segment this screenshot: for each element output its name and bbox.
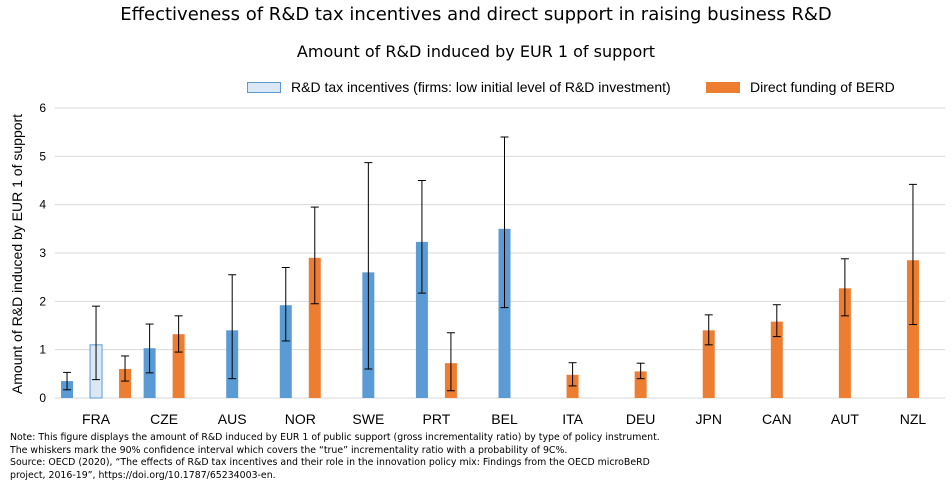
bar-tax-incentive-nor — [279, 305, 292, 398]
x-tick-label-swe: SWE — [352, 411, 384, 427]
bar-direct-funding-jpn — [702, 330, 715, 398]
y-axis-label: Amount of R&D induced by EUR 1 of suppor… — [9, 114, 25, 394]
chart-title: Effectiveness of R&D tax incentives and … — [120, 4, 832, 25]
bar-direct-funding-fra — [119, 369, 132, 398]
x-tick-label-fra: FRA — [82, 411, 111, 427]
x-tick-label-prt: PRT — [423, 411, 451, 427]
y-tick-label: 4 — [39, 198, 46, 212]
x-tick-label-aut: AUT — [831, 411, 859, 427]
legend-swatch-direct-funding — [706, 81, 740, 93]
bar-tax-incentive-bel — [498, 228, 511, 398]
error-bars — [63, 136, 917, 392]
legend-label-tax-incentives: R&D tax incentives (firms: low initial l… — [291, 79, 671, 95]
x-tick-label-nzl: NZL — [900, 411, 927, 427]
bars — [61, 228, 919, 399]
note-line: Source: OECD (2020), “The effects of R&D… — [10, 457, 650, 468]
y-tick-label: 6 — [39, 101, 46, 115]
x-tick-label-ita: ITA — [562, 411, 583, 427]
note-line: The whiskers mark the 90% confidence int… — [10, 444, 568, 456]
bar-direct-funding-nzl — [906, 260, 919, 398]
legend-item-tax-incentives: R&D tax incentives (firms: low initial l… — [247, 79, 671, 95]
note-line: Note: This figure displays the amount of… — [10, 432, 660, 443]
figure-notes: Note: This figure displays the amount of… — [10, 432, 660, 482]
x-tick-label-nor: NOR — [285, 411, 316, 427]
bar-direct-funding-cze — [172, 334, 185, 398]
bar-direct-funding-nor — [308, 257, 321, 398]
legend-item-direct-funding: Direct funding of BERD — [706, 79, 895, 95]
y-tick-label: 1 — [39, 343, 46, 357]
y-tick-label: 5 — [39, 149, 46, 163]
bar-direct-funding-can — [770, 321, 783, 398]
x-tick-label-cze: CZE — [150, 411, 178, 427]
legend-swatch-tax-incentives — [247, 81, 281, 93]
y-tick-label: 3 — [39, 246, 46, 260]
chart-plot: 0 1 2 3 4 5 6 FRA CZE AUS NOR SWE PRT BEL ITA DEU JPN CA… — [9, 101, 945, 427]
y-tick-label: 0 — [39, 391, 46, 405]
bar-direct-funding-deu — [634, 371, 647, 398]
x-tick-label-jpn: JPN — [696, 411, 722, 427]
bar-tax-incentive-prt — [415, 241, 428, 398]
chart-subtitle: Amount of R&D induced by EUR 1 of suppor… — [296, 42, 656, 61]
note-line: project, 2016-19”, https://doi.org/10.17… — [10, 469, 276, 481]
y-tick-label: 2 — [39, 294, 46, 308]
x-axis-labels: FRA CZE AUS NOR SWE PRT BEL ITA DEU JPN CAN AUT NZL — [82, 411, 926, 427]
x-tick-label-can: CAN — [762, 411, 792, 427]
y-axis-ticks: 0 1 2 3 4 5 6 — [39, 101, 46, 405]
x-tick-label-deu: DEU — [626, 411, 656, 427]
legend-label-direct-funding: Direct funding of BERD — [750, 79, 895, 95]
x-tick-label-aus: AUS — [218, 411, 247, 427]
x-tick-label-bel: BEL — [491, 411, 518, 427]
